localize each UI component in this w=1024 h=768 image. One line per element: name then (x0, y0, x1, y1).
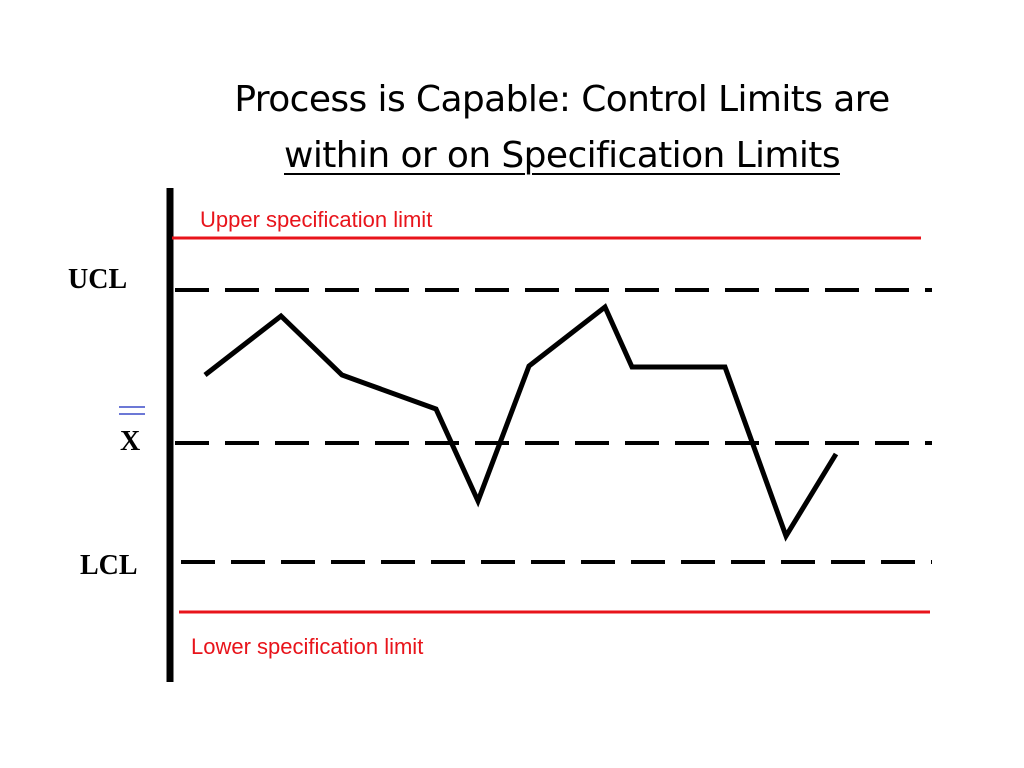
upper-spec-limit-label: Upper specification limit (200, 207, 433, 232)
lcl-label: LCL (80, 550, 138, 581)
double-bar-icon (119, 406, 145, 415)
lower-spec-limit-label: Lower specification limit (191, 634, 424, 659)
process-data-line (203, 303, 839, 542)
ucl-label: UCL (68, 264, 128, 295)
slide-title-line-2: within or on Specification Limits (284, 135, 841, 176)
slide-title-line-1: Process is Capable: Control Limits are (234, 79, 890, 120)
grand-mean-label: X (120, 426, 141, 457)
